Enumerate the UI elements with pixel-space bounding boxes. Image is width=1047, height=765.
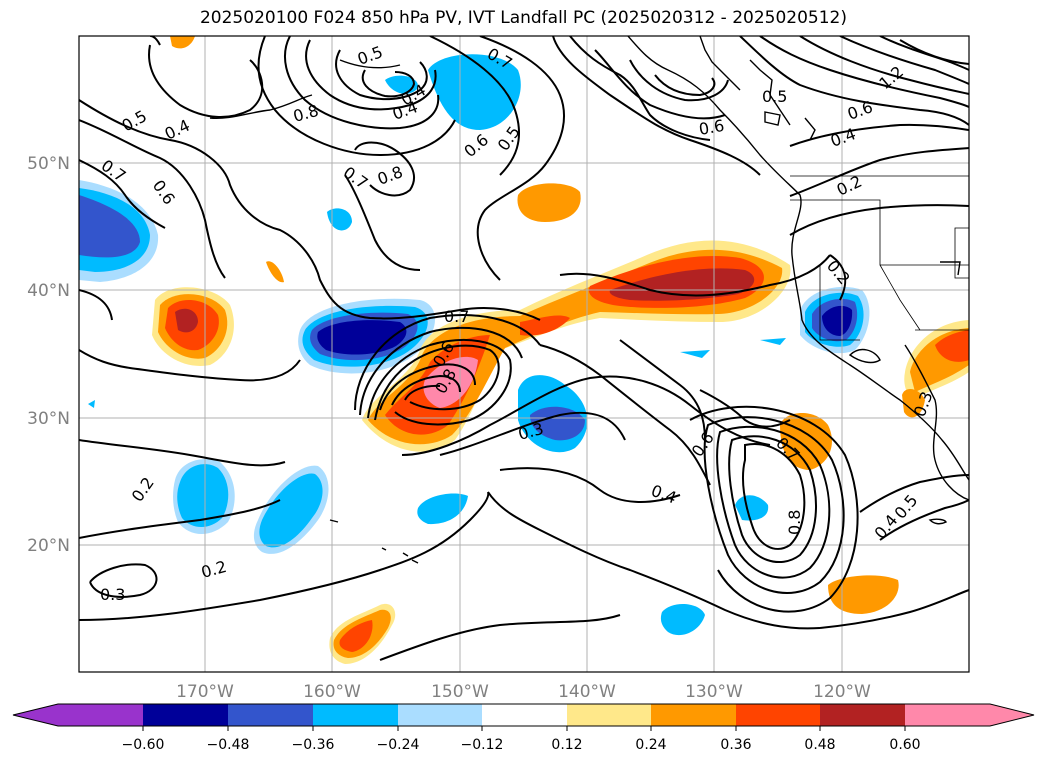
pv-contours xyxy=(79,36,969,661)
lat-label: 50°N xyxy=(27,154,70,174)
colorbar: −0.60 −0.48 −0.36 −0.24 −0.12 0.12 0.24 … xyxy=(12,703,1035,753)
map-title: 2025020100 F024 850 hPa PV, IVT Landfall… xyxy=(199,8,847,28)
lat-label: 20°N xyxy=(27,536,70,556)
contour-label: 0.5 xyxy=(762,87,787,106)
colorbar-tick: 0.24 xyxy=(635,737,666,753)
map-frame xyxy=(78,35,970,673)
colorbar-tick: −0.60 xyxy=(122,737,165,753)
colorbar-extend-low xyxy=(13,704,58,726)
contour-label: 0.8 xyxy=(785,510,804,535)
colorbar-tick: 0.12 xyxy=(551,737,582,753)
colorbar-tick: 0.60 xyxy=(889,737,920,753)
lon-label: 140°W xyxy=(558,682,616,702)
contour-label: 0.6 xyxy=(697,116,725,139)
borders xyxy=(790,175,969,341)
lon-label: 120°W xyxy=(813,682,871,702)
colorbar-tick: −0.12 xyxy=(461,737,504,753)
lat-label: 40°N xyxy=(27,281,70,301)
colorbar-extend-high xyxy=(990,704,1034,726)
colorbar-tick: −0.48 xyxy=(207,737,250,753)
contour-label: 0.3 xyxy=(100,585,125,604)
coastlines xyxy=(209,36,969,564)
colorbar-tick: 0.36 xyxy=(720,737,751,753)
lon-label: 150°W xyxy=(431,682,489,702)
contour-label: 0.7 xyxy=(444,307,469,326)
lon-label: 160°W xyxy=(303,682,361,702)
longitude-labels: 170°W 160°W 150°W 140°W 130°W 120°W xyxy=(176,682,871,702)
colorbar-tick: −0.36 xyxy=(292,737,335,753)
lat-label: 30°N xyxy=(27,409,70,429)
colorbar-tick: 0.48 xyxy=(804,737,835,753)
colorbar-tick: −0.24 xyxy=(377,737,420,753)
lon-label: 170°W xyxy=(176,682,234,702)
latitude-labels: 50°N 40°N 30°N 20°N xyxy=(27,154,70,556)
map-background xyxy=(79,36,969,672)
lon-label: 130°W xyxy=(685,682,743,702)
graticule xyxy=(79,36,969,672)
